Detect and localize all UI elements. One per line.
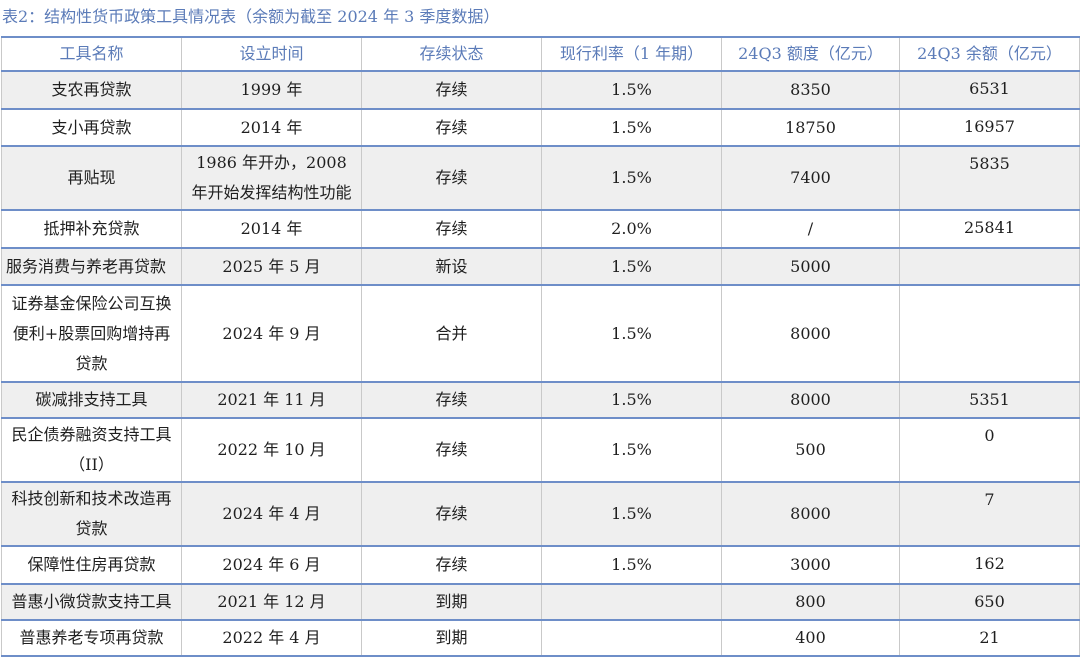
cell-date: 2024 年 4 月 xyxy=(181,482,362,547)
cell-rate xyxy=(541,584,722,621)
cell-balance: 5351 xyxy=(899,382,1080,419)
table-row: 服务消费与养老再贷款 2025 年 5 月 新设 1.5% 5000 xyxy=(1,248,1080,286)
table-row: 碳减排支持工具 2021 年 11 月 存续 1.5% 8000 5351 xyxy=(1,382,1080,419)
cell-name: 普惠小微贷款支持工具 xyxy=(1,584,182,621)
header-balance: 24Q3 余额（亿元） xyxy=(899,36,1080,72)
cell-balance xyxy=(899,248,1080,286)
cell-rate xyxy=(541,620,722,657)
cell-name: 证券基金保险公司互换便利+股票回购增持再贷款 xyxy=(1,285,182,383)
cell-rate: 1.5% xyxy=(541,146,722,211)
cell-date: 2021 年 11 月 xyxy=(181,382,362,419)
cell-date: 2024 年 6 月 xyxy=(181,546,362,585)
cell-status: 存续 xyxy=(361,546,542,585)
cell-rate: 1.5% xyxy=(541,285,722,383)
cell-quota: 500 xyxy=(721,418,900,483)
cell-status: 存续 xyxy=(361,382,542,419)
table-row: 普惠小微贷款支持工具 2021 年 12 月 到期 800 650 xyxy=(1,584,1080,621)
cell-quota: 400 xyxy=(721,620,900,657)
cell-balance: 0 xyxy=(899,418,1080,483)
table-row: 再贴现 1986 年开办，2008 年开始发挥结构性功能 存续 1.5% 740… xyxy=(1,146,1080,211)
cell-name: 普惠养老专项再贷款 xyxy=(1,620,182,657)
table-caption: 表2：结构性货币政策工具情况表（余额为截至 2024 年 3 季度数据） xyxy=(2,7,500,26)
cell-rate: 1.5% xyxy=(541,382,722,419)
cell-quota: 5000 xyxy=(721,248,900,286)
cell-status: 存续 xyxy=(361,482,542,547)
cell-date: 2022 年 4 月 xyxy=(181,620,362,657)
table-row: 支小再贷款 2014 年 存续 1.5% 18750 16957 xyxy=(1,109,1080,147)
cell-date: 1986 年开办，2008 年开始发挥结构性功能 xyxy=(181,146,362,211)
cell-quota: 8000 xyxy=(721,482,900,547)
table-row: 科技创新和技术改造再贷款 2024 年 4 月 存续 1.5% 8000 7 xyxy=(1,482,1080,547)
cell-status: 存续 xyxy=(361,109,542,147)
header-established: 设立时间 xyxy=(181,36,362,72)
cell-balance: 21 xyxy=(899,620,1080,657)
cell-status: 合并 xyxy=(361,285,542,383)
cell-rate: 1.5% xyxy=(541,482,722,547)
cell-status: 新设 xyxy=(361,248,542,286)
cell-rate: 1.5% xyxy=(541,546,722,585)
cell-date: 2024 年 9 月 xyxy=(181,285,362,383)
cell-date: 1999 年 xyxy=(181,71,362,110)
cell-quota: / xyxy=(721,210,900,249)
cell-name: 再贴现 xyxy=(1,146,182,211)
cell-status: 存续 xyxy=(361,210,542,249)
table-row: 民企债券融资支持工具（II） 2022 年 10 月 存续 1.5% 500 0 xyxy=(1,418,1080,483)
cell-balance: 16957 xyxy=(899,109,1080,147)
cell-date: 2014 年 xyxy=(181,109,362,147)
cell-name: 保障性住房再贷款 xyxy=(1,546,182,585)
cell-rate: 1.5% xyxy=(541,248,722,286)
cell-status: 存续 xyxy=(361,418,542,483)
cell-name: 抵押补充贷款 xyxy=(1,210,182,249)
cell-quota: 8350 xyxy=(721,71,900,110)
table-row: 支农再贷款 1999 年 存续 1.5% 8350 6531 xyxy=(1,71,1080,110)
cell-date: 2022 年 10 月 xyxy=(181,418,362,483)
cell-quota: 3000 xyxy=(721,546,900,585)
header-row: 工具名称 设立时间 存续状态 现行利率（1 年期） 24Q3 额度（亿元） 24… xyxy=(1,36,1080,72)
cell-balance: 7 xyxy=(899,482,1080,547)
policy-tools-table: 工具名称 设立时间 存续状态 现行利率（1 年期） 24Q3 额度（亿元） 24… xyxy=(1,36,1080,657)
cell-rate: 1.5% xyxy=(541,71,722,110)
cell-balance: 6531 xyxy=(899,71,1080,110)
header-quota: 24Q3 额度（亿元） xyxy=(721,36,900,72)
cell-name: 科技创新和技术改造再贷款 xyxy=(1,482,182,547)
cell-status: 到期 xyxy=(361,584,542,621)
cell-balance xyxy=(899,285,1080,383)
header-status: 存续状态 xyxy=(361,36,542,72)
cell-rate: 1.5% xyxy=(541,109,722,147)
header-rate: 现行利率（1 年期） xyxy=(541,36,722,72)
cell-quota: 8000 xyxy=(721,285,900,383)
cell-quota: 7400 xyxy=(721,146,900,211)
cell-balance: 650 xyxy=(899,584,1080,621)
cell-quota: 8000 xyxy=(721,382,900,419)
table-row: 抵押补充贷款 2014 年 存续 2.0% / 25841 xyxy=(1,210,1080,249)
cell-quota: 18750 xyxy=(721,109,900,147)
cell-rate: 2.0% xyxy=(541,210,722,249)
cell-name: 碳减排支持工具 xyxy=(1,382,182,419)
cell-name: 支农再贷款 xyxy=(1,71,182,110)
cell-date: 2014 年 xyxy=(181,210,362,249)
cell-name: 服务消费与养老再贷款 xyxy=(1,248,182,286)
cell-status: 存续 xyxy=(361,146,542,211)
cell-status: 存续 xyxy=(361,71,542,110)
cell-quota: 800 xyxy=(721,584,900,621)
header-tool-name: 工具名称 xyxy=(1,36,182,72)
cell-date: 2025 年 5 月 xyxy=(181,248,362,286)
cell-date: 2021 年 12 月 xyxy=(181,584,362,621)
cell-balance: 162 xyxy=(899,546,1080,585)
cell-name: 民企债券融资支持工具（II） xyxy=(1,418,182,483)
cell-rate: 1.5% xyxy=(541,418,722,483)
table-row: 证券基金保险公司互换便利+股票回购增持再贷款 2024 年 9 月 合并 1.5… xyxy=(1,285,1080,383)
table-row: 保障性住房再贷款 2024 年 6 月 存续 1.5% 3000 162 xyxy=(1,546,1080,585)
cell-balance: 25841 xyxy=(899,210,1080,249)
cell-name: 支小再贷款 xyxy=(1,109,182,147)
table-row: 普惠养老专项再贷款 2022 年 4 月 到期 400 21 xyxy=(1,620,1080,657)
cell-balance: 5835 xyxy=(899,146,1080,211)
cell-status: 到期 xyxy=(361,620,542,657)
